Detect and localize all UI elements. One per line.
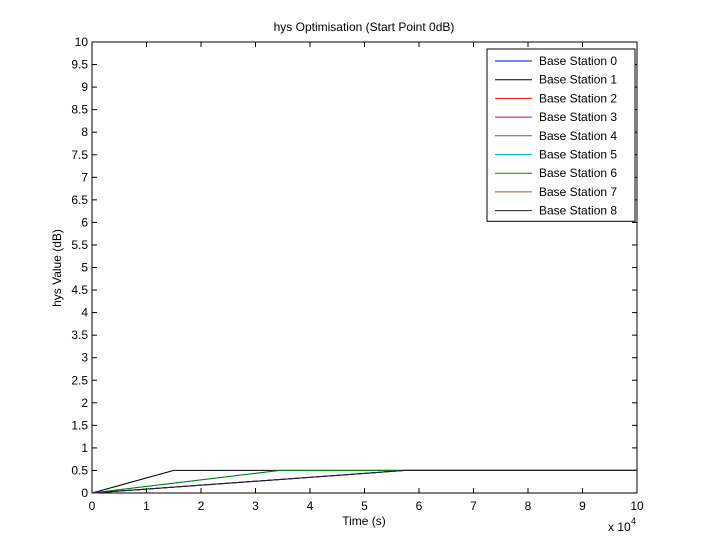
y-tick-label: 9.5 (71, 58, 88, 72)
y-axis-label: hys Value (dB) (50, 229, 64, 307)
x-tick-label: 6 (416, 499, 423, 513)
legend-label: Base Station 7 (539, 185, 617, 199)
y-tick-label: 9 (81, 80, 88, 94)
y-tick-label: 0.5 (71, 463, 88, 477)
y-tick-label: 2.5 (71, 373, 88, 387)
legend-label: Base Station 6 (539, 166, 617, 180)
y-tick-label: 2 (81, 396, 88, 410)
y-tick-label: 8.5 (71, 103, 88, 117)
x-tick-label: 10 (630, 499, 644, 513)
x-axis-multiplier-exponent: 4 (631, 516, 636, 526)
x-tick-label: 9 (579, 499, 586, 513)
y-tick-label: 5.5 (71, 238, 88, 252)
x-axis-label: Time (s) (342, 514, 386, 528)
x-tick-label: 5 (361, 499, 368, 513)
y-tick-label: 10 (75, 35, 89, 49)
x-tick-label: 7 (470, 499, 477, 513)
legend-box (486, 48, 636, 222)
y-tick-label: 0 (81, 486, 88, 500)
axis-ticks: 0 1 2 3 4 5 6 7 8 9 10 0 0.5 1 1.5 2 2.5 3 3.5 4 4.5 5 5.5 6 6.5… (71, 35, 644, 513)
legend-label: Base Station 1 (539, 73, 617, 87)
legend: Base Station 0 Base Station 1 Base Station… (486, 48, 636, 222)
y-tick-label: 6 (81, 215, 88, 229)
legend-label: Base Station 5 (539, 148, 617, 162)
x-tick-label: 1 (143, 499, 150, 513)
legend-label: Base Station 2 (539, 91, 617, 105)
legend-label: Base Station 3 (539, 110, 617, 124)
chart-title: hys Optimisation (Start Point 0dB) (274, 20, 455, 34)
legend-label: Base Station 4 (539, 129, 617, 143)
series-lines (91, 469, 637, 494)
y-tick-label: 4.5 (71, 283, 88, 297)
series-line-base-station-8 (91, 469, 637, 494)
y-tick-label: 7.5 (71, 148, 88, 162)
x-tick-label: 2 (198, 499, 205, 513)
y-tick-label: 6.5 (71, 193, 88, 207)
y-tick-label: 1 (81, 441, 88, 455)
y-tick-label: 8 (81, 125, 88, 139)
y-tick-label: 3.5 (71, 328, 88, 342)
legend-label: Base Station 0 (539, 54, 617, 68)
legend-label: Base Station 8 (539, 204, 617, 218)
x-tick-label: 0 (89, 499, 96, 513)
x-axis-multiplier: x 10 (608, 520, 631, 534)
x-tick-label: 3 (252, 499, 259, 513)
x-tick-label: 4 (307, 499, 314, 513)
y-tick-label: 7 (81, 170, 88, 184)
y-tick-label: 1.5 (71, 418, 88, 432)
y-tick-label: 5 (81, 261, 88, 275)
x-tick-label: 8 (525, 499, 532, 513)
y-tick-label: 3 (81, 351, 88, 365)
y-tick-label: 4 (81, 306, 88, 320)
